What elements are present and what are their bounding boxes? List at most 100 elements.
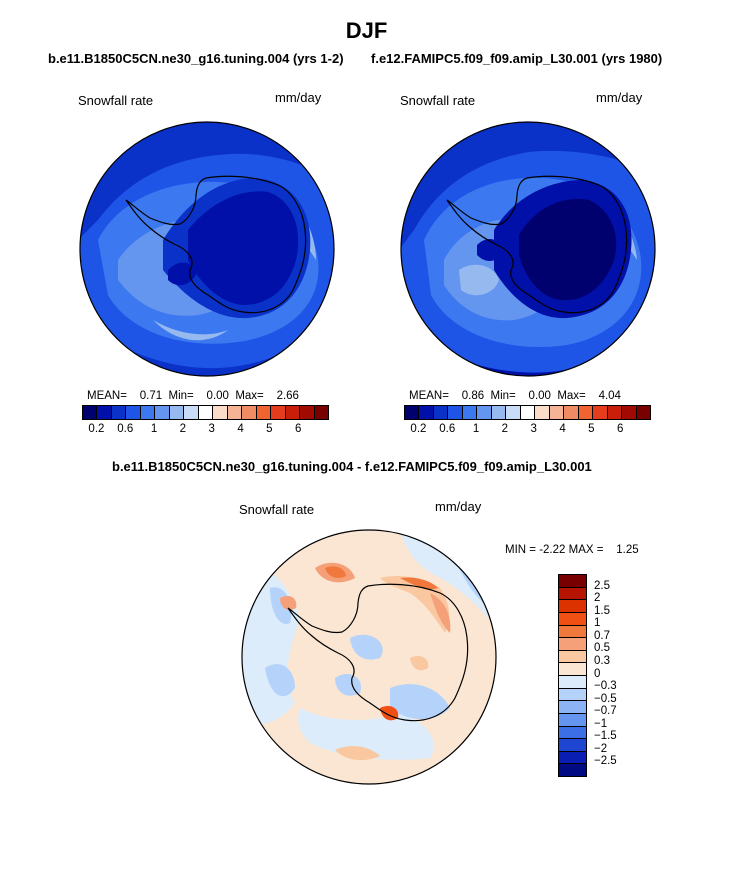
panel1-colorbar-tick: 3: [208, 423, 215, 435]
panel1-colorbar-swatch: [271, 406, 286, 419]
panel1-max-value: 2.66: [276, 390, 299, 402]
diff-colorbar-swatch: [559, 713, 586, 727]
diff-colorbar-swatch: [559, 638, 586, 651]
panel1-colorbar-swatch: [169, 406, 185, 419]
panel1-min-label: Min=: [168, 390, 194, 402]
panel2-colorbar-swatch: [448, 406, 463, 419]
diff-title: b.e11.B1850C5CN.ne30_g16.tuning.004 - f.…: [112, 459, 592, 474]
panel1-colorbar-swatch: [111, 406, 127, 419]
diff-colorbar-ticks: 2.5 2 1.5 1 0.7 0.5 0.3 0 −0.3 −0.5 −0.7 −1 −1.5 −2 −2…: [594, 574, 654, 775]
subtitle-left: b.e11.B1850C5CN.ne30_g16.tuning.004 (yrs…: [48, 51, 344, 66]
panel2-colorbar-tick: 0.6: [439, 423, 456, 435]
panel2-mean-value: 0.86: [461, 390, 485, 402]
subtitle-right: f.e12.FAMIPC5.f09_f09.amip_L30.001 (yrs …: [371, 51, 663, 66]
panel2-colorbar-tick: 3: [530, 423, 537, 435]
panel1-max-label: Max=: [235, 390, 264, 402]
panel1-stats: MEAN= 0.71 Min= 0.00 Max= 2.66: [87, 390, 299, 402]
panel2-max-label: Max=: [557, 390, 586, 402]
diff-colorbar-swatch: [559, 688, 586, 702]
diff-colorbar-tick: 0: [594, 667, 601, 680]
panel1-colorbar-tick: 2: [179, 423, 187, 435]
diff-min-value: -2.22: [539, 544, 566, 556]
panel1-colorbar-swatch: [97, 406, 112, 419]
panel1-antarctica-outline: [125, 175, 307, 314]
panel2-colorbar-swatch: [607, 406, 623, 419]
diff-min-label: MIN =: [505, 544, 536, 556]
panel2-mean-label: MEAN=: [409, 390, 449, 402]
panel1-colorbar-swatch: [213, 406, 228, 419]
panel2-colorbar-tick: 5: [588, 423, 595, 435]
diff-colorbar-tick: −2: [594, 742, 608, 755]
panel2-colorbar: [404, 405, 651, 420]
panel2-field-label: Snowfall rate: [400, 93, 476, 108]
panel1-colorbar-swatch: [184, 406, 199, 419]
panel1-colorbar-tick: 0.6: [117, 423, 134, 435]
diff-units-label: mm/day: [435, 499, 482, 514]
panel1-units-label: mm/day: [275, 90, 322, 105]
diff-colorbar-swatch: [559, 575, 586, 588]
diff-colorbar-tick: −0.3: [594, 680, 617, 693]
diff-field-label: Snowfall rate: [239, 502, 315, 517]
panel1-colorbar-tick: 4: [237, 423, 244, 435]
panel1-field-label: Snowfall rate: [78, 93, 154, 108]
panel2-colorbar-tick: 0.2: [410, 423, 427, 435]
diff-colorbar-swatch: [559, 751, 586, 765]
panel1-colorbar-swatch: [285, 406, 301, 419]
diff-max-value: 1.25: [616, 544, 639, 556]
diff-colorbar-swatch: [559, 587, 586, 601]
diff-max-label: MAX =: [568, 544, 604, 556]
panel1-colorbar-tick: 5: [266, 423, 273, 435]
panel1-colorbar-swatch: [140, 406, 156, 419]
diff-colorbar-tick: −2.5: [594, 755, 617, 768]
panel1-colorbar: [82, 405, 329, 420]
diff-colorbar-tick: 2: [594, 592, 601, 605]
diff-colorbar-tick: 0.5: [594, 642, 610, 655]
panel1-colorbar-tick: 6: [294, 423, 302, 435]
diff-colorbar-swatch: [559, 625, 586, 639]
panel1-colorbar-swatch: [155, 406, 170, 419]
panel2-colorbar-tick: 1: [472, 423, 480, 435]
panel2-min-label: Min=: [490, 390, 516, 402]
diff-colorbar-tick: 2.5: [594, 579, 610, 592]
diff-antarctica-outline: [287, 583, 469, 722]
panel2-colorbar-swatch: [506, 406, 521, 419]
diff-colorbar-tick: −1: [594, 717, 608, 730]
panel2-colorbar-swatch: [477, 406, 492, 419]
diff-colorbar-swatch: [559, 676, 586, 689]
panel2-antarctica-outline: [446, 175, 628, 314]
panel2-colorbar-swatch: [433, 406, 449, 419]
panel1-colorbar-swatch: [242, 406, 257, 419]
panel2-colorbar-swatch: [593, 406, 608, 419]
diff-colorbar-swatch: [559, 650, 586, 664]
diff-stats: MIN = -2.22 MAX = 1.25: [505, 544, 639, 556]
diff-colorbar-swatch: [559, 612, 586, 626]
panel1-colorbar-swatch: [198, 406, 214, 419]
panel1-mean-label: MEAN=: [87, 390, 127, 402]
panel2-colorbar-swatch: [491, 406, 507, 419]
panel1-colorbar-swatch: [126, 406, 141, 419]
diff-colorbar-tick: 0.3: [594, 654, 610, 667]
panel1-mean-value: 0.71: [139, 390, 163, 402]
diff-colorbar-swatch: [559, 726, 586, 740]
diff-colorbar-swatch: [559, 701, 586, 714]
diff-colorbar-swatch: [559, 764, 586, 776]
page-title: DJF: [345, 18, 388, 43]
panel2-colorbar-swatch: [564, 406, 579, 419]
diff-polar-map: [241, 529, 497, 785]
panel1-colorbar-swatch: [300, 406, 315, 419]
panel1-colorbar-swatch: [314, 406, 328, 419]
panel1-colorbar-swatch: [227, 406, 243, 419]
panel2-colorbar-swatch: [578, 406, 594, 419]
panel2-colorbar-swatch: [462, 406, 478, 419]
panel2-colorbar-swatch: [419, 406, 434, 419]
panel1-colorbar-swatch: [256, 406, 272, 419]
panel2-min-value: 0.00: [528, 390, 551, 402]
panel2-colorbar-ticks: 0.2 0.6 1 2 3 4 5 6: [404, 423, 651, 437]
panel2-colorbar-tick: 6: [616, 423, 624, 435]
panel1-colorbar-tick: 0.2: [88, 423, 105, 435]
panel2-polar-map: [400, 121, 656, 377]
diff-colorbar-tick: −1.5: [594, 730, 617, 743]
panel1-colorbar-tick: 1: [150, 423, 158, 435]
diff-colorbar-swatch: [559, 739, 586, 752]
panel2-stats: MEAN= 0.86 Min= 0.00 Max= 4.04: [409, 390, 621, 402]
